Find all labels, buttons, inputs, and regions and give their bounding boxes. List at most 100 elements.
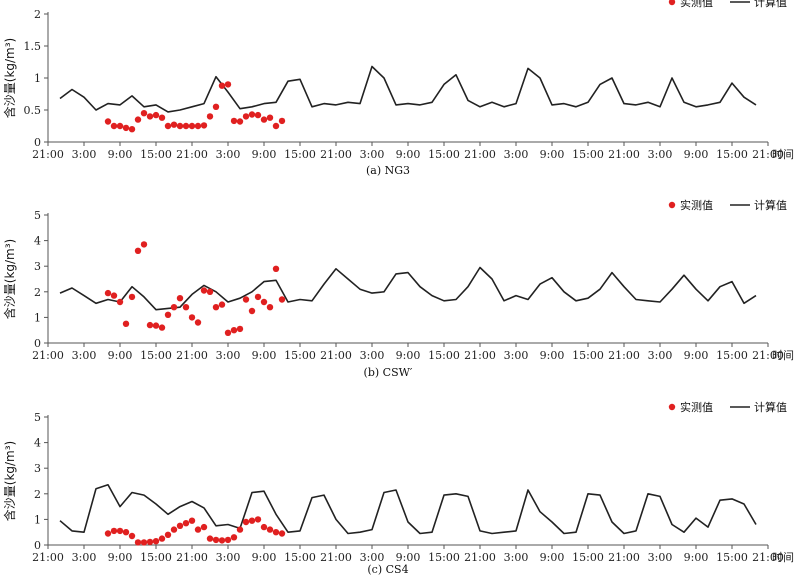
data-point-measured <box>230 117 238 125</box>
data-point-measured <box>230 327 238 334</box>
data-point-measured <box>260 116 268 123</box>
data-point-measured <box>146 538 154 546</box>
data-point-measured <box>122 320 130 327</box>
data-point-measured <box>158 535 166 542</box>
data-point-measured <box>170 121 178 128</box>
data-point-measured <box>266 526 274 533</box>
y-tick-label: 2 <box>34 8 41 21</box>
x-tick-label: 15:00 <box>284 349 316 362</box>
data-point-measured <box>212 103 220 111</box>
data-point-measured <box>116 298 124 306</box>
data-point-measured <box>272 529 280 536</box>
x-tick-label: 9:00 <box>396 551 421 564</box>
x-tick-label: 21:00 <box>32 349 64 362</box>
data-point-measured <box>260 523 268 531</box>
data-point-measured <box>200 523 208 531</box>
x-tick-label: 21:00 <box>320 148 352 161</box>
x-axis-label: 时间 <box>772 148 794 161</box>
y-tick-label: 0 <box>34 337 41 350</box>
data-point-measured <box>170 304 178 311</box>
legend-marker-measured <box>668 403 676 411</box>
legend-label-computed: 计算值 <box>754 400 787 414</box>
x-tick-label: 9:00 <box>540 148 565 161</box>
data-point-measured <box>206 535 214 542</box>
data-point-measured <box>152 538 160 545</box>
data-point-measured <box>278 117 286 125</box>
chart-panel-1: 0 0.5 1 1.5 2 21:00 3:00 9:00 15:00 21:00 3:00 9:00… <box>2 0 794 177</box>
y-tick-label: 2 <box>34 488 41 501</box>
x-tick-label: 9:00 <box>108 349 133 362</box>
y-tick-label: 1 <box>34 513 41 526</box>
x-tick-label: 21:00 <box>752 349 784 362</box>
data-point-measured <box>164 531 172 538</box>
y-tick-label: 1 <box>34 72 41 85</box>
data-point-measured <box>110 527 118 535</box>
x-tick-label: 9:00 <box>108 148 133 161</box>
data-point-measured <box>266 114 274 121</box>
y-tick-label: 1.5 <box>24 40 42 53</box>
x-tick-label: 3:00 <box>504 349 529 362</box>
y-axis-label: 含沙量(kg/m³) <box>2 38 17 118</box>
data-point-measured <box>104 530 112 537</box>
data-point-measured <box>278 296 286 303</box>
x-tick-label: 3:00 <box>216 551 241 564</box>
data-point-measured <box>218 301 226 308</box>
data-point-measured <box>104 118 112 125</box>
data-point-measured <box>260 298 268 306</box>
data-point-measured <box>188 517 196 524</box>
legend-marker-measured <box>668 201 676 209</box>
data-point-measured <box>176 122 184 130</box>
legend-marker-measured <box>668 0 676 6</box>
data-point-measured <box>194 319 202 326</box>
data-point-measured <box>236 325 244 333</box>
x-tick-label: 15:00 <box>140 349 172 362</box>
x-tick-label: 15:00 <box>572 349 604 362</box>
x-tick-label: 9:00 <box>684 551 709 564</box>
data-point-measured <box>152 322 160 329</box>
x-tick-label: 3:00 <box>504 148 529 161</box>
data-point-measured <box>242 113 250 120</box>
data-point-measured <box>188 314 196 321</box>
data-point-measured <box>254 293 262 301</box>
x-tick-label: 21:00 <box>752 551 784 564</box>
data-point-measured <box>206 113 214 120</box>
data-point-measured <box>230 534 238 541</box>
x-axis-label: 时间 <box>772 349 794 362</box>
x-tick-label: 15:00 <box>140 148 172 161</box>
data-point-measured <box>188 122 196 130</box>
x-tick-label: 3:00 <box>72 349 97 362</box>
series-line-computed <box>59 65 757 113</box>
data-point-measured <box>194 526 202 533</box>
data-point-measured <box>278 530 286 537</box>
x-tick-label: 21:00 <box>320 551 352 564</box>
data-point-measured <box>266 304 274 311</box>
x-tick-label: 3:00 <box>72 148 97 161</box>
x-tick-label: 15:00 <box>572 551 604 564</box>
x-tick-label: 21:00 <box>608 551 640 564</box>
legend-label-computed: 计算值 <box>754 0 787 9</box>
x-tick-label: 3:00 <box>504 551 529 564</box>
data-point-measured <box>176 295 184 302</box>
data-point-measured <box>176 522 184 529</box>
data-point-measured <box>164 311 172 318</box>
series-line-computed <box>59 266 757 311</box>
x-tick-label: 9:00 <box>252 349 277 362</box>
x-axis-label: 时间 <box>772 551 794 564</box>
data-point-measured <box>182 304 190 311</box>
data-point-measured <box>254 516 262 523</box>
data-point-measured <box>128 126 136 133</box>
data-point-measured <box>146 113 154 120</box>
legend-label-measured: 实测值 <box>680 0 713 9</box>
y-tick-label: 3 <box>34 260 41 273</box>
x-tick-label: 15:00 <box>140 551 172 564</box>
data-point-measured <box>128 532 136 540</box>
x-tick-label: 3:00 <box>360 551 385 564</box>
x-tick-label: 21:00 <box>464 148 496 161</box>
y-tick-label: 5 <box>34 411 41 424</box>
panel-caption: (a) NG3 <box>366 164 410 177</box>
x-tick-label: 21:00 <box>608 148 640 161</box>
data-point-measured <box>140 539 148 546</box>
x-tick-label: 3:00 <box>72 551 97 564</box>
y-tick-label: 5 <box>34 209 41 222</box>
